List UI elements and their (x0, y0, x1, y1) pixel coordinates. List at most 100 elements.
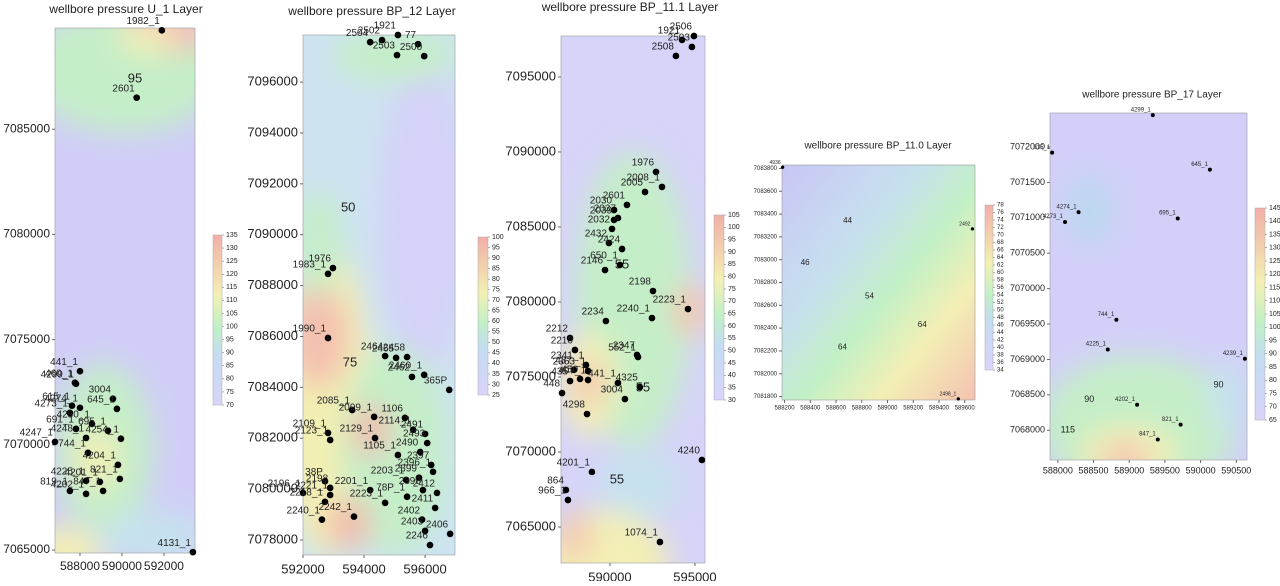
well-label: 4254_1 (86, 424, 120, 435)
colorbar-label: 130 (1269, 245, 1280, 252)
field-blob (561, 510, 669, 563)
colorbar-label: 40 (997, 345, 1004, 351)
well-point (326, 436, 334, 444)
colorbar-label: 25 (492, 392, 500, 399)
colorbar-label: 95 (492, 244, 500, 251)
well-point (570, 366, 578, 374)
colorbar-label: 115 (226, 284, 237, 291)
colorbar-label: 50 (997, 308, 1004, 314)
contour-field (55, 28, 195, 553)
well-point (446, 530, 454, 538)
y-tick-label: 7082400 (754, 326, 778, 332)
y-tick-label: 7085000 (3, 121, 50, 135)
well-label: 2223_1 (350, 488, 384, 499)
field-blob (1065, 175, 1114, 245)
well-point (688, 43, 696, 51)
colorbar-label: 95 (226, 336, 234, 343)
y-tick-label: 7082200 (754, 349, 778, 355)
contour-label: 95 (128, 71, 142, 86)
field-blob (325, 497, 372, 550)
y-tick-label: 7082000 (754, 371, 778, 377)
colorbar-label: 70 (1269, 404, 1277, 411)
well-point (76, 404, 84, 412)
colorbar-label: 65 (1269, 417, 1277, 424)
colorbar-label: 40 (728, 372, 736, 379)
y-tick-label: 7088000 (247, 277, 298, 292)
well-point (51, 438, 59, 446)
well-label: 2037 (594, 204, 617, 215)
contour-label: 115 (1061, 425, 1075, 435)
well-label: 2506 (670, 22, 693, 33)
well-point (299, 489, 307, 497)
well-label: 4298 (563, 400, 586, 411)
colorbar-label: 50 (492, 339, 500, 346)
well-point (956, 397, 960, 401)
well-point (394, 451, 402, 459)
well-point (780, 165, 785, 169)
well-point (329, 264, 337, 272)
well-point (419, 486, 427, 494)
well-label: 2399 (395, 463, 418, 474)
x-tick-label: 588500 (1079, 465, 1109, 475)
well-label: 645_1 (87, 395, 115, 406)
y-tick-label: 7082000 (247, 430, 298, 445)
well-point (416, 448, 424, 456)
well-point (656, 538, 664, 546)
colorbar-label: 58 (997, 278, 1004, 284)
well-label: 2491 (401, 420, 424, 431)
well-point (420, 371, 428, 379)
well-label: 2601 (112, 83, 135, 94)
well-label: 2508 (652, 42, 675, 53)
well-point (431, 504, 439, 512)
panel: wellbore pressure BP_12 Layer 592000 59400… (247, 4, 503, 576)
panel-title: wellbore pressure BP_12 Layer (287, 4, 455, 18)
colorbar-label: 110 (226, 297, 237, 304)
y-tick-label: 7065000 (505, 518, 556, 533)
well-point (634, 353, 642, 361)
well-point (571, 346, 579, 354)
well-point (429, 468, 437, 476)
well-label: 2221_1 (295, 481, 329, 492)
well-point (324, 334, 332, 342)
colorbar-label: 75 (728, 286, 736, 293)
y-tick-label: 7080000 (3, 227, 50, 241)
field-base (782, 165, 975, 400)
well-point (1050, 150, 1055, 155)
contour-label: 64 (918, 320, 927, 329)
well-label: 2490 (396, 438, 419, 449)
well-label: 2503 (668, 33, 691, 44)
x-tick-label: 588800 (852, 406, 873, 412)
well-point (403, 493, 411, 501)
colorbar-label: 105 (728, 212, 740, 219)
colorbar (984, 204, 994, 371)
panel: wellbore pressure BP_11.0 Layer 588200 588… (754, 141, 1005, 412)
well-point (392, 354, 400, 362)
colorbar-label: 76 (997, 210, 1004, 216)
colorbar-label: 74 (997, 218, 1004, 224)
well-label: 744_1 (1098, 312, 1115, 318)
y-tick-label: 7075000 (505, 368, 556, 383)
well-point (1076, 210, 1081, 215)
x-tick-label: 589000 (877, 406, 898, 412)
well-point (427, 461, 435, 469)
well-label: 821_1 (1162, 417, 1179, 423)
y-tick-label: 7092000 (247, 175, 298, 190)
colorbar-label: 100 (226, 323, 238, 330)
panel-title: wellbore pressure U_1 Layer (48, 2, 202, 16)
field-blob (578, 362, 602, 405)
field-blob (1207, 362, 1247, 433)
colorbar-label: 36 (997, 360, 1004, 366)
colorbar-label: 115 (1269, 284, 1280, 291)
well-label: 4247_1 (20, 428, 54, 439)
well-point (418, 516, 426, 523)
well-label: 821_1 (90, 465, 118, 476)
x-tick-label: 596000 (403, 561, 446, 576)
well-point (84, 449, 92, 457)
colorbar-label: 120 (1269, 271, 1280, 278)
colorbar-label: 60 (728, 323, 736, 330)
well-point (96, 478, 104, 486)
well-label: 4240 (678, 446, 701, 457)
well-label: 615_1 (42, 391, 70, 402)
y-tick-label: 7085000 (505, 218, 556, 233)
colorbar-label: 40 (492, 360, 500, 367)
